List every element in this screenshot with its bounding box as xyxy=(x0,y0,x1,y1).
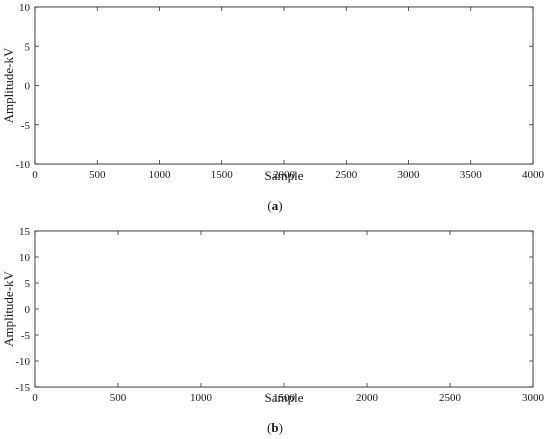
x-tick-label: 4000 xyxy=(522,169,545,181)
x-tick-label: 2500 xyxy=(439,392,462,404)
x-tick-label: 2000 xyxy=(273,169,296,181)
y-tick-label: 5 xyxy=(25,41,31,53)
x-tick-label: 500 xyxy=(110,392,127,404)
y-tick-label: -15 xyxy=(15,382,30,394)
x-tick-label: 500 xyxy=(89,169,106,181)
panel-caption: (b) xyxy=(267,420,283,435)
x-tick-label: 2500 xyxy=(335,169,358,181)
y-tick-label: 15 xyxy=(19,226,31,238)
plot-frame xyxy=(34,230,534,388)
y-tick-label: 5 xyxy=(25,278,31,290)
y-tick-label: 10 xyxy=(19,2,31,14)
y-tick-label: -5 xyxy=(21,120,31,132)
x-tick-label: 1000 xyxy=(190,392,213,404)
y-tick-label: 10 xyxy=(19,252,31,264)
x-tick-label: 3000 xyxy=(522,392,545,404)
x-tick-label: 0 xyxy=(32,169,38,181)
y-tick-label: 0 xyxy=(25,81,31,93)
x-tick-label: 0 xyxy=(32,392,38,404)
y-tick-label: -10 xyxy=(15,159,30,171)
x-axis-label: Sample xyxy=(265,168,304,183)
chart-panel-a: 0 500 1000 1500 2000 2500 3000 3500 4000 -10 -5 0 5 1… xyxy=(1,2,545,213)
x-axis-label: Sample xyxy=(265,390,304,405)
chart-panel-b: 0 500 1000 1500 2000 2500 3000 -15 -10 -5 0 5 10 15 Sa… xyxy=(1,226,545,435)
plot-frame xyxy=(34,6,534,165)
y-axis-label: Amplitude-kV xyxy=(1,47,16,123)
y-axis-label: Amplitude-kV xyxy=(1,270,16,346)
x-tick-label: 3000 xyxy=(398,169,421,181)
panel-caption: (a) xyxy=(267,198,282,213)
y-tick-label: -5 xyxy=(21,330,31,342)
x-tick-label: 3500 xyxy=(460,169,483,181)
y-tick-label: -10 xyxy=(15,356,30,368)
x-tick-label: 2000 xyxy=(356,392,379,404)
x-tick-label: 1500 xyxy=(273,392,296,404)
y-tick-label: 0 xyxy=(25,304,31,316)
x-tick-label: 1500 xyxy=(211,169,234,181)
x-tick-label: 1000 xyxy=(149,169,172,181)
